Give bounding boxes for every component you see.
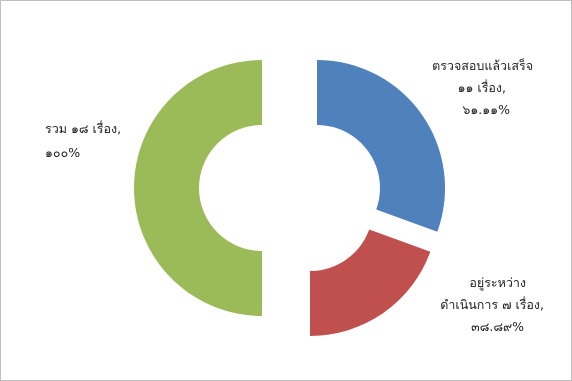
slice-completed: [317, 59, 446, 232]
slice-in-progress: [310, 229, 431, 336]
label-completed: ตรวจสอบแล้วเสร็จ ๑๑ เรื่อง, ๖๑.๑๑%: [432, 58, 537, 117]
label-in-progress: อยู่ระหว่าง ดำเนินการ ๗ เรื่อง, ๓๘.๘๙%: [440, 275, 548, 334]
slice-total: [134, 60, 262, 316]
label-total: รวม ๑๘ เรื่อง, ๑๐๐%: [45, 120, 125, 160]
